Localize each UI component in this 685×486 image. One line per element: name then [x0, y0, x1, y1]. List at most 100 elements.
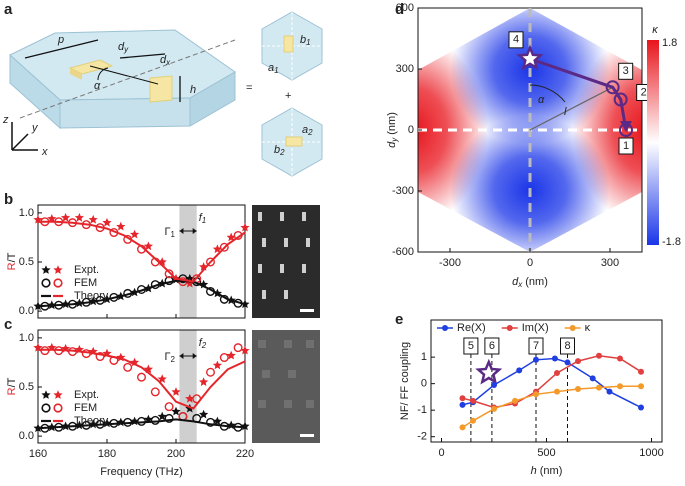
y-tick-label: 0.5	[19, 256, 34, 268]
frequency-band	[179, 330, 197, 443]
y-tick-label: 300	[396, 63, 414, 75]
legend-marker	[41, 278, 51, 288]
schematic-label-main: y	[31, 122, 39, 134]
star-marker	[226, 350, 236, 360]
y-axis-label: R/T	[6, 252, 18, 270]
star-marker	[61, 213, 71, 222]
star-marker	[171, 387, 181, 396]
star-marker	[199, 409, 209, 419]
x-tick-label: 220	[236, 448, 254, 460]
x-axis-label: Frequency (THz)	[100, 466, 183, 478]
star-marker	[74, 213, 84, 222]
legend-marker	[569, 325, 576, 331]
panel-label: b	[4, 191, 13, 208]
y-axis-label-main: d	[386, 141, 398, 148]
band-label: Γ2	[164, 351, 175, 364]
dot-marker	[606, 388, 613, 395]
circle-marker	[233, 343, 243, 353]
star-marker	[240, 345, 250, 355]
y-tick-label: 1	[421, 351, 427, 363]
schematic-label: x	[41, 146, 48, 158]
frequency-band	[179, 205, 197, 318]
path-point	[605, 80, 620, 95]
legend-marker	[506, 325, 513, 331]
schematic-label: a2	[302, 124, 313, 137]
structure-label: 7	[533, 340, 539, 352]
colorbar-tick-label: 1.8	[662, 37, 677, 49]
y-tick-label: -1	[417, 404, 427, 416]
circle-marker	[164, 413, 174, 423]
y-axis-label-unit: (nm)	[386, 112, 398, 135]
point-box	[618, 62, 634, 80]
x-tick-label: 200	[167, 448, 185, 460]
series-line	[462, 355, 642, 409]
star-marker	[185, 278, 195, 288]
x-axis-label-unit: (nm)	[540, 465, 563, 477]
arrow-head	[192, 353, 197, 359]
band-label-sub: 1	[171, 230, 176, 239]
angle-label-main: α	[538, 94, 545, 106]
dot-marker	[617, 355, 623, 362]
star-marker	[199, 377, 209, 386]
schematic-label-main: d	[118, 41, 125, 53]
dot-marker	[459, 395, 466, 402]
circle-marker	[205, 367, 215, 377]
x-axis-label: h (nm)	[531, 465, 563, 477]
y-axis-label-part: T	[6, 377, 18, 384]
series-line	[38, 220, 246, 283]
structure-box	[560, 337, 575, 355]
dot-marker	[491, 381, 497, 388]
length-label: l	[564, 106, 567, 118]
arrow-head	[179, 228, 184, 234]
legend-marker	[53, 265, 63, 274]
x-tick-label: 0	[527, 257, 533, 269]
band-label-sub: 2	[171, 355, 176, 364]
y-tick-label: 0.0	[19, 305, 34, 317]
dot-marker	[470, 397, 476, 404]
y-axis-label-part: R	[6, 387, 18, 395]
star-marker	[185, 394, 195, 403]
path-line	[529, 57, 628, 131]
dot-marker	[533, 356, 539, 363]
arrow-head	[192, 228, 197, 234]
y-tick-label: 0.0	[19, 430, 34, 442]
dot-marker	[459, 424, 466, 431]
schematic-label: =	[246, 82, 252, 94]
band-label: f1	[199, 212, 207, 225]
structure-box	[463, 337, 479, 355]
legend-marker	[53, 403, 63, 413]
x-tick-label: 1000	[639, 447, 663, 459]
schematic-label: dx	[160, 54, 171, 67]
dot-marker	[617, 383, 623, 390]
arrow-head	[179, 353, 184, 359]
panel-label: c	[4, 316, 12, 333]
legend-label: Theory	[74, 415, 109, 427]
star-marker	[212, 360, 222, 370]
dot-marker	[516, 367, 523, 374]
circle-marker	[164, 402, 174, 412]
x-tick-label: 160	[29, 448, 47, 460]
dot-marker	[564, 359, 571, 366]
x-axis-label-main: d	[512, 276, 519, 288]
y-axis-label: NF/ FF coupling	[399, 342, 411, 420]
path-point	[613, 92, 628, 107]
dot-marker	[575, 385, 581, 392]
star-marker	[212, 416, 222, 426]
band-label-main: Γ	[164, 226, 170, 238]
y-axis-label: R/T	[6, 377, 18, 395]
structure-box	[484, 337, 500, 355]
y-tick-label: 0	[408, 124, 414, 136]
legend-label: FEM	[74, 277, 97, 289]
length-line	[529, 86, 613, 131]
series-line	[37, 279, 246, 308]
band-label-main: Γ	[164, 351, 170, 363]
y-tick-label: 0.5	[19, 381, 34, 393]
panel-label: a	[4, 1, 13, 18]
schematic-label-main: α	[94, 80, 101, 92]
dot-marker	[638, 404, 644, 411]
series-line	[38, 348, 246, 410]
schematic-label-main: h	[190, 84, 196, 96]
y-tick-label: 0	[421, 378, 427, 390]
schematic-label-main: b	[274, 144, 280, 156]
x-axis-label-sub: x	[517, 280, 523, 289]
